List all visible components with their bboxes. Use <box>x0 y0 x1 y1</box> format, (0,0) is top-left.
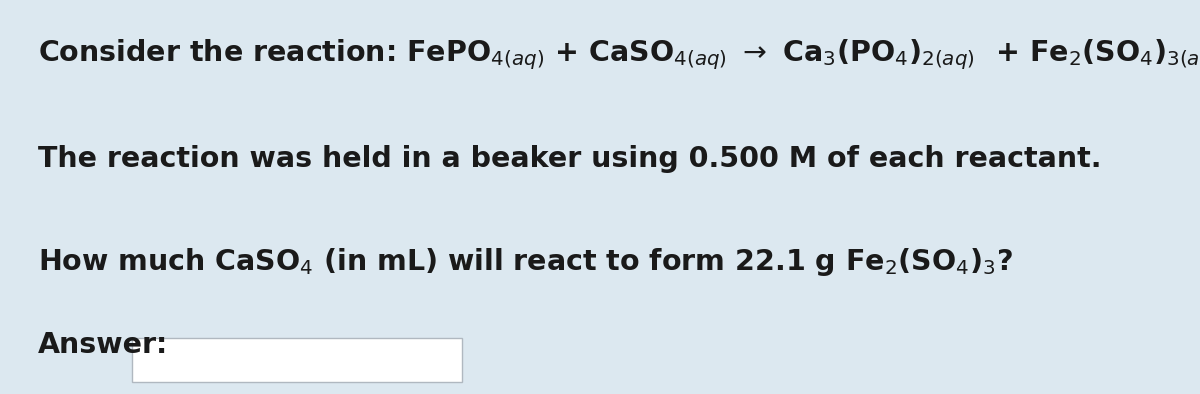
FancyBboxPatch shape <box>132 338 462 382</box>
Text: Answer:: Answer: <box>38 331 168 359</box>
Text: How much CaSO$_{4}$ (in mL) will react to form 22.1 g Fe$_{2}$(SO$_{4}$)$_{3}$?: How much CaSO$_{4}$ (in mL) will react t… <box>38 246 1013 278</box>
Text: The reaction was held in a beaker using 0.500 M of each reactant.: The reaction was held in a beaker using … <box>38 145 1102 173</box>
Text: Consider the reaction: FePO$_{4(aq)}$ + CaSO$_{4(aq)}$ $\rightarrow$ Ca$_{3}$(PO: Consider the reaction: FePO$_{4(aq)}$ + … <box>38 37 1200 72</box>
